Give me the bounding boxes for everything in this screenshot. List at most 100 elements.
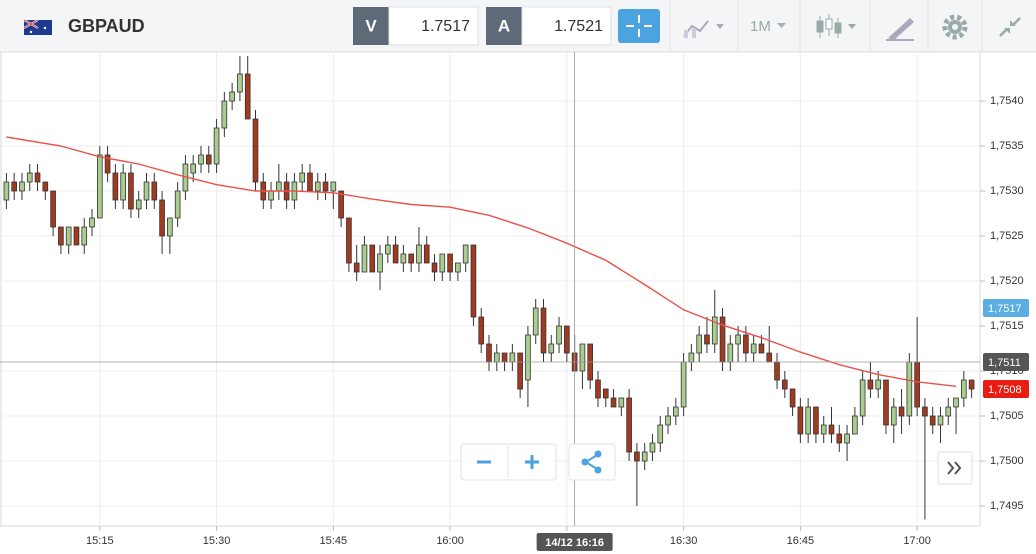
- collapse-button[interactable]: [999, 17, 1021, 37]
- candle-body: [665, 415, 671, 426]
- candle-body: [750, 343, 757, 354]
- candle-body: [478, 316, 485, 345]
- candle-body: [758, 343, 765, 354]
- candle-body: [867, 379, 874, 390]
- candle-body: [447, 253, 453, 273]
- candle-body: [408, 253, 414, 264]
- candle-body: [416, 244, 422, 264]
- ask-label-box[interactable]: [486, 7, 522, 45]
- y-tick-label: 1,7500: [990, 455, 1024, 467]
- y-tick-label: 1,7530: [990, 185, 1024, 197]
- candle-body: [470, 244, 477, 318]
- bid-label-box[interactable]: [353, 7, 389, 45]
- candle-body: [237, 73, 243, 93]
- candle-body: [836, 433, 843, 444]
- candle-body: [859, 379, 866, 417]
- candle-body: [766, 352, 773, 363]
- settings-button[interactable]: [942, 14, 968, 40]
- crosshair-price-badge: [983, 353, 1029, 371]
- candle-body: [564, 325, 570, 354]
- candle-body: [883, 379, 889, 426]
- toolbar: GBPAUD V 1.7517 A 1.7521 1M: [0, 0, 1036, 53]
- share-button[interactable]: [568, 443, 616, 481]
- candle-body: [174, 190, 181, 219]
- y-tick-label: 1,7535: [990, 140, 1024, 152]
- candle-body: [73, 226, 80, 246]
- candle-body: [517, 352, 523, 390]
- candle-body: [11, 181, 17, 192]
- candle-body: [104, 154, 111, 174]
- candle-body: [680, 361, 687, 408]
- candle-body: [361, 244, 368, 273]
- candle-body: [400, 253, 407, 264]
- candle-body: [330, 181, 337, 192]
- candle-body: [945, 406, 952, 417]
- candle-body: [198, 154, 204, 165]
- draw-tool-button[interactable]: [886, 18, 914, 41]
- candle-body: [914, 361, 920, 408]
- candle-body: [961, 379, 967, 399]
- price-marker-label: 1,7517: [988, 303, 1022, 315]
- candle-body: [556, 325, 562, 345]
- bid-box[interactable]: [388, 6, 479, 46]
- candle-body: [602, 388, 609, 399]
- candle-body: [26, 172, 33, 183]
- ask-label: A: [498, 16, 510, 35]
- candle-body: [159, 199, 165, 237]
- symbol: GBPAUD: [68, 16, 145, 36]
- y-tick-label: 1,7540: [990, 95, 1024, 107]
- candle-body: [532, 307, 539, 336]
- candle-body: [486, 343, 492, 363]
- candle-body: [634, 451, 640, 462]
- zoom-in-button[interactable]: [525, 455, 539, 469]
- candle-body: [120, 172, 126, 201]
- timeframe-button[interactable]: 1M: [750, 18, 786, 35]
- candle-body: [128, 172, 134, 210]
- candle-body: [657, 424, 664, 444]
- moving-average: [6, 136, 957, 387]
- candle-body: [431, 262, 438, 273]
- y-tick-label: 1,7495: [990, 500, 1024, 512]
- ask-box[interactable]: [521, 6, 612, 46]
- price-marker: [983, 380, 1029, 398]
- candle-body: [781, 379, 788, 390]
- price-marker: [983, 299, 1029, 317]
- candle-body: [828, 424, 835, 435]
- candle-body: [727, 343, 734, 363]
- candle-body: [890, 406, 897, 426]
- candle-body: [789, 388, 796, 408]
- candle-body: [377, 253, 383, 273]
- candle-body: [58, 226, 64, 246]
- candle-body: [213, 127, 220, 165]
- candle-body: [229, 91, 235, 102]
- scroll-end-button[interactable]: [937, 451, 973, 485]
- candle-body: [338, 190, 344, 219]
- candle-body: [711, 316, 718, 345]
- candle-body: [704, 334, 710, 345]
- chart-type-button[interactable]: [683, 20, 724, 38]
- candle-body: [19, 181, 25, 192]
- flag-icon: [23, 19, 52, 35]
- y-tick-label: 1,7515: [990, 320, 1024, 332]
- candle-body: [610, 397, 617, 408]
- candle-body: [455, 262, 461, 273]
- crosshair-button[interactable]: [618, 9, 660, 43]
- candle-type-button[interactable]: [816, 14, 856, 38]
- x-tick-label: 15:30: [203, 535, 231, 547]
- candle-body: [735, 334, 741, 345]
- candle-body: [641, 451, 648, 462]
- candle-body: [540, 307, 547, 354]
- candle-body: [579, 343, 586, 372]
- candle-body: [525, 334, 531, 381]
- candle-body: [906, 361, 913, 417]
- axes: 1,74951,75001,75051,75101,75151,75201,75…: [86, 95, 1029, 551]
- candle-body: [81, 226, 88, 246]
- candle-body: [696, 334, 702, 354]
- x-tick-label: 17:00: [903, 535, 931, 547]
- candle-body: [346, 217, 352, 264]
- candle-body: [813, 406, 819, 435]
- candle-body: [369, 244, 376, 273]
- candle-body: [276, 181, 282, 192]
- y-tick-label: 1,7505: [990, 410, 1024, 422]
